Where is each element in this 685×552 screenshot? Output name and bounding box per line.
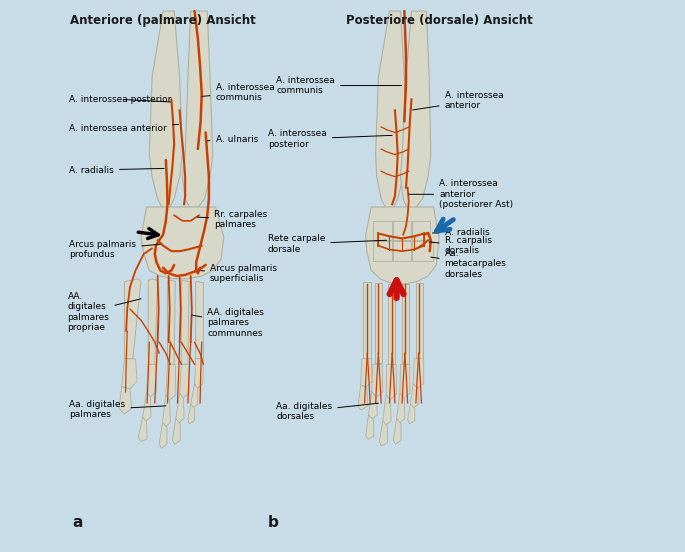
Polygon shape	[119, 386, 132, 414]
Bar	[393, 221, 411, 240]
Bar	[416, 283, 423, 360]
Polygon shape	[188, 404, 195, 424]
Text: A. interossea anterior: A. interossea anterior	[69, 124, 179, 132]
Bar	[412, 221, 429, 240]
Polygon shape	[190, 384, 198, 408]
Polygon shape	[122, 359, 137, 389]
Polygon shape	[361, 359, 373, 388]
Polygon shape	[162, 395, 171, 428]
Polygon shape	[408, 404, 415, 424]
Polygon shape	[166, 364, 176, 401]
Polygon shape	[148, 279, 158, 364]
Bar	[373, 241, 393, 261]
Polygon shape	[196, 282, 203, 359]
Polygon shape	[379, 421, 388, 446]
Text: Aa. digitales
palmares: Aa. digitales palmares	[69, 400, 166, 420]
Polygon shape	[179, 364, 189, 399]
Bar	[393, 241, 411, 261]
Polygon shape	[397, 393, 405, 424]
Polygon shape	[168, 280, 175, 364]
Polygon shape	[138, 417, 147, 442]
Text: A. ulnaris: A. ulnaris	[208, 135, 258, 144]
Text: Aa.
metacarpales
dorsales: Aa. metacarpales dorsales	[431, 249, 506, 279]
Polygon shape	[393, 418, 401, 444]
Text: AA. digitales
palmares
communnes: AA. digitales palmares communnes	[192, 308, 264, 338]
Bar	[402, 284, 410, 364]
Text: Rete carpale
dorsale: Rete carpale dorsale	[268, 234, 386, 254]
Polygon shape	[147, 364, 156, 397]
Bar	[373, 221, 393, 240]
Text: Anteriore (palmare) Ansicht: Anteriore (palmare) Ansicht	[71, 14, 256, 27]
Text: A. interossea
communis: A. interossea communis	[202, 83, 274, 103]
Text: Posteriore (dorsale) Ansicht: Posteriore (dorsale) Ansicht	[346, 14, 532, 27]
Text: A. radialis: A. radialis	[432, 229, 489, 237]
Bar	[388, 284, 395, 364]
Polygon shape	[413, 359, 423, 389]
Polygon shape	[400, 364, 410, 399]
Polygon shape	[366, 207, 439, 284]
Polygon shape	[366, 415, 374, 439]
Text: A. interossea
anterior: A. interossea anterior	[412, 91, 503, 110]
Polygon shape	[358, 385, 368, 410]
Text: Arcus palmaris
superficialis: Arcus palmaris superficialis	[201, 263, 277, 283]
Polygon shape	[410, 384, 419, 408]
Text: R. carpalis
dorsalis: R. carpalis dorsalis	[429, 236, 492, 256]
Polygon shape	[141, 207, 224, 279]
Polygon shape	[125, 279, 141, 359]
Polygon shape	[195, 359, 203, 389]
Text: Arcus palmaris
profundus: Arcus palmaris profundus	[69, 240, 160, 259]
Text: a: a	[72, 515, 82, 530]
Polygon shape	[401, 11, 431, 210]
Polygon shape	[182, 280, 189, 364]
Polygon shape	[142, 392, 151, 422]
Text: A. radialis: A. radialis	[69, 166, 164, 174]
Polygon shape	[372, 364, 383, 397]
Polygon shape	[149, 11, 182, 210]
Polygon shape	[182, 11, 213, 210]
Polygon shape	[159, 422, 167, 448]
Polygon shape	[386, 364, 397, 400]
Text: A. interossea posterior: A. interossea posterior	[69, 95, 172, 104]
Polygon shape	[176, 393, 184, 424]
Text: AA.
digitales
palmares
propriae: AA. digitales palmares propriae	[68, 292, 141, 332]
Text: A. interossea
anterior
(posteriorer Ast): A. interossea anterior (posteriorer Ast)	[409, 179, 513, 209]
Text: Aa. digitales
dorsales: Aa. digitales dorsales	[276, 401, 378, 421]
Bar	[364, 282, 371, 359]
Text: Rr. carpales
palmares: Rr. carpales palmares	[197, 210, 268, 230]
Bar	[375, 283, 382, 363]
Text: A. interossea
communis: A. interossea communis	[276, 76, 401, 95]
Polygon shape	[173, 418, 180, 444]
Polygon shape	[369, 392, 377, 420]
Bar	[412, 241, 433, 261]
Text: b: b	[268, 515, 279, 530]
Polygon shape	[375, 11, 406, 210]
Text: A. interossea
posterior: A. interossea posterior	[268, 129, 393, 149]
Polygon shape	[383, 395, 391, 426]
